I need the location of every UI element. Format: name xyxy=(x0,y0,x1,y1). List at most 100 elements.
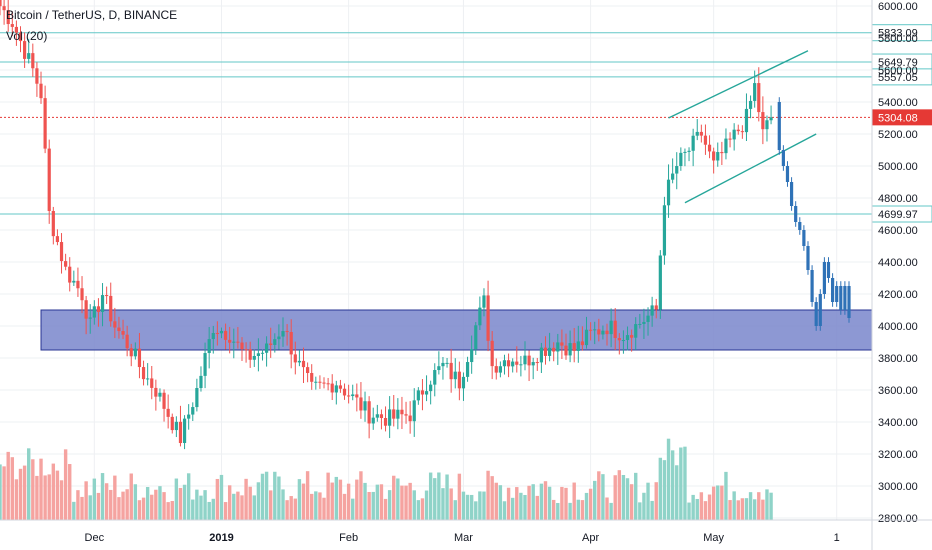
volume-bar xyxy=(634,472,638,520)
candle-body xyxy=(736,129,740,132)
volume-bar xyxy=(211,498,215,520)
candle-body xyxy=(716,152,720,161)
volume-bar xyxy=(662,460,667,520)
candle-body xyxy=(174,421,178,431)
candle-body xyxy=(133,348,137,357)
candle-body xyxy=(449,362,453,380)
volume-bar xyxy=(330,482,334,520)
volume-bar xyxy=(318,492,322,520)
volume-bar xyxy=(100,473,105,520)
volume-bar xyxy=(650,500,654,520)
horizontal-levels: 5833.09 5649.79 5557.05 4699.97 5304.08 xyxy=(0,24,932,223)
volume-bar xyxy=(761,499,765,520)
candle-body xyxy=(634,324,638,338)
volume-bar xyxy=(104,483,109,520)
volume-bar xyxy=(375,484,380,520)
volume-bar xyxy=(465,494,470,520)
candle-body xyxy=(474,325,478,350)
volume-bar xyxy=(47,474,51,520)
volume-bar xyxy=(478,491,482,520)
projection-path xyxy=(777,97,851,331)
volume-bar xyxy=(679,447,683,520)
candle-body xyxy=(527,355,531,366)
volume-bar xyxy=(474,501,478,520)
candle-body xyxy=(712,151,716,161)
candle-body xyxy=(519,364,523,366)
candle-body xyxy=(654,305,658,310)
volume-bar xyxy=(711,486,716,520)
volume-bar xyxy=(724,471,728,520)
support-zone-box xyxy=(40,309,873,351)
candle-body xyxy=(260,352,265,354)
volume-bar xyxy=(342,493,347,520)
volume-bar xyxy=(293,498,298,520)
candle-body xyxy=(207,339,211,354)
volume-bar xyxy=(519,492,523,520)
candle-body xyxy=(638,323,642,325)
y-tick-label: 4800.00 xyxy=(878,193,918,205)
y-tick-label: 3200.00 xyxy=(878,449,918,461)
y-tick-label: 5200.00 xyxy=(878,129,918,141)
candle-body xyxy=(359,397,363,411)
candle-body xyxy=(388,409,392,426)
volume-bar xyxy=(543,481,548,520)
volume-bar xyxy=(400,485,404,520)
candle-body xyxy=(597,329,601,335)
candle-body xyxy=(228,339,232,343)
volume-bar xyxy=(625,478,630,520)
candle-body xyxy=(630,335,634,338)
candle-body xyxy=(92,306,96,318)
candle-body xyxy=(580,341,585,346)
candle-body xyxy=(523,355,527,365)
candle-body xyxy=(412,400,416,422)
candle-body xyxy=(470,349,474,363)
candle-body xyxy=(351,394,355,397)
candle-body xyxy=(342,388,347,396)
candle-body xyxy=(6,10,10,25)
candle-body xyxy=(543,347,548,356)
candle-body xyxy=(59,242,64,262)
volume-bar xyxy=(576,499,581,520)
volume-bar xyxy=(232,493,236,520)
candle-body xyxy=(490,340,494,367)
volume-bar xyxy=(498,485,503,520)
candle-body xyxy=(511,361,515,367)
candle-body xyxy=(757,83,761,113)
volume-bar xyxy=(281,489,285,520)
candle-body xyxy=(642,321,646,324)
candle-body xyxy=(39,83,43,99)
candle-body xyxy=(502,360,507,367)
candle-body xyxy=(732,129,736,140)
candle-body xyxy=(318,381,322,383)
volume-bar xyxy=(449,488,453,520)
volume-bar xyxy=(166,502,170,520)
volume-bar xyxy=(88,495,92,520)
volume-bar xyxy=(593,480,597,520)
volume-bar xyxy=(687,502,691,520)
wedge-lower-line xyxy=(684,133,817,204)
volume-bar xyxy=(580,500,585,520)
volume-bar xyxy=(141,497,146,520)
candle-body xyxy=(420,390,425,395)
candle-body xyxy=(748,100,753,109)
volume-bar xyxy=(359,471,363,520)
candle-body xyxy=(158,392,162,397)
wedge-upper-line xyxy=(668,50,809,119)
x-tick-label: 1 xyxy=(834,532,840,544)
volume-bar xyxy=(433,478,437,520)
volume-bar xyxy=(523,494,527,520)
candle-body xyxy=(121,331,125,335)
candle-body xyxy=(269,343,273,345)
volume-bar xyxy=(137,500,142,520)
candle-body xyxy=(383,418,388,426)
volume-bar xyxy=(223,502,228,520)
candle-body xyxy=(621,340,626,342)
candle-body xyxy=(572,343,576,351)
volume-bar xyxy=(22,465,27,520)
volume-bar xyxy=(408,482,412,520)
volume-bar xyxy=(2,466,6,520)
volume-bar xyxy=(39,458,43,520)
candle-body xyxy=(68,266,72,283)
volume-bar xyxy=(588,488,593,520)
